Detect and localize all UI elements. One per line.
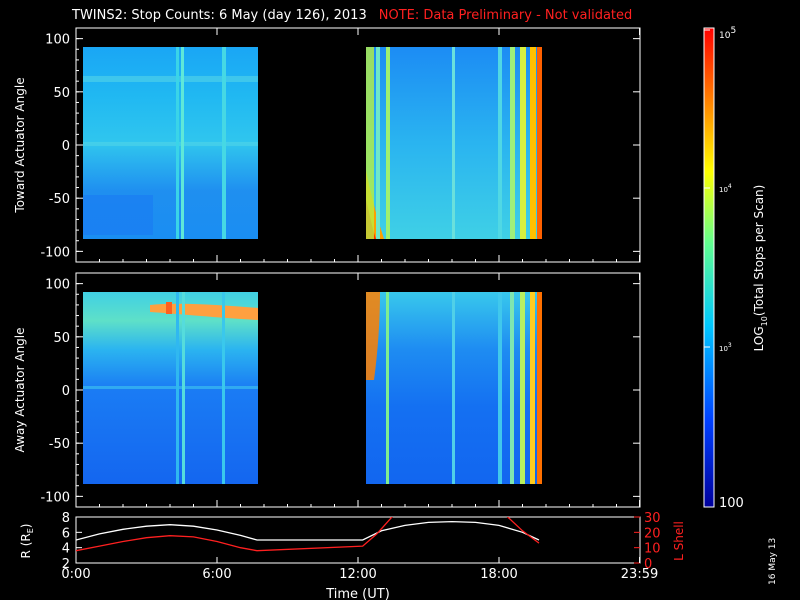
toward-low-region bbox=[83, 195, 153, 235]
toward-ytick-label-2: 0 bbox=[62, 139, 70, 154]
toward-ytick-label-3: -50 bbox=[49, 192, 70, 207]
toward-vline-10 bbox=[520, 47, 526, 239]
away-vline-1 bbox=[176, 292, 179, 484]
toward-vline-5 bbox=[376, 47, 380, 239]
svg-text:105: 105 bbox=[719, 26, 736, 41]
toward-ylabel: Toward Actuator Angle bbox=[13, 77, 27, 213]
colorbar-bottom-label: 100 bbox=[719, 496, 744, 511]
toward-vline-1 bbox=[176, 47, 179, 239]
toward-vline-4 bbox=[366, 47, 374, 239]
orbit-right-tick-label-3: 0 bbox=[644, 557, 652, 572]
toward-ytick-label-1: 50 bbox=[53, 86, 70, 101]
toward-panel: 100 50 0 -50 -100 Toward Actuator Angle bbox=[13, 27, 641, 263]
toward-vline-11 bbox=[530, 47, 536, 239]
away-vline-4 bbox=[386, 292, 389, 484]
away-ytick-label-1: 50 bbox=[53, 331, 70, 346]
toward-stripe-2 bbox=[83, 142, 258, 146]
toward-vline-2 bbox=[181, 47, 184, 239]
orbit-left-tick-label-0: 8 bbox=[62, 511, 70, 526]
x-tick-label-0: 0:00 bbox=[61, 567, 90, 582]
away-vline-3 bbox=[222, 292, 225, 484]
colorbar-low-exp: 3 bbox=[728, 342, 732, 349]
away-vline-5 bbox=[452, 292, 455, 484]
x-axis-label: Time (UT) bbox=[325, 587, 390, 600]
x-tick-label-3: 18:00 bbox=[480, 567, 517, 582]
r-earth-series-line bbox=[76, 520, 540, 541]
chart-title: TWINS2: Stop Counts: 6 May (day 126), 20… bbox=[72, 8, 632, 23]
away-ytick-label-2: 0 bbox=[62, 384, 70, 399]
away-stripe-1 bbox=[83, 386, 258, 389]
away-vline-7 bbox=[510, 292, 514, 484]
toward-stripe-1 bbox=[83, 76, 258, 82]
x-tick-label-2: 12:00 bbox=[339, 567, 376, 582]
toward-vline-3 bbox=[222, 47, 226, 239]
away-ytick-label-3: -50 bbox=[49, 437, 70, 452]
colorbar-tick-top: 105 bbox=[704, 26, 736, 41]
away-panel: 100 50 0 -50 -100 Away Actuator Angle bbox=[13, 272, 641, 508]
orbit-right-tick-label-1: 20 bbox=[644, 526, 661, 541]
away-vline-9 bbox=[530, 292, 535, 484]
svg-text:104: 104 bbox=[719, 183, 732, 194]
away-hot-region bbox=[366, 292, 380, 380]
away-ylabel: Away Actuator Angle bbox=[13, 327, 27, 452]
orbit-left-tick-label-3: 2 bbox=[62, 557, 70, 572]
title-text: TWINS2: Stop Counts: 6 May (day 126), 20… bbox=[72, 8, 367, 23]
toward-ytick-label-4: -100 bbox=[40, 245, 70, 260]
x-tick-label-4: 23:59 bbox=[621, 567, 658, 582]
colorbar-mid-exp: 4 bbox=[728, 183, 732, 190]
orbit-right-label: L Shell bbox=[672, 521, 686, 561]
l-shell-series-line bbox=[76, 517, 540, 552]
orbit-left-tick-label-2: 4 bbox=[62, 542, 70, 557]
plot-datestamp: 16 May 13 bbox=[768, 537, 778, 585]
colorbar-strip bbox=[703, 27, 715, 508]
colorbar-axis-label: LOG10(Total Stops per Scan) bbox=[752, 185, 769, 352]
orbit-right-tick-label-0: 30 bbox=[644, 511, 661, 526]
title-note: NOTE: Data Preliminary - Not validated bbox=[378, 8, 633, 23]
orbit-left-label: R (RE) bbox=[19, 524, 35, 559]
colorbar-mid-base: 10 bbox=[719, 186, 728, 194]
away-vline-2 bbox=[182, 292, 185, 484]
toward-vline-7 bbox=[452, 47, 455, 239]
orbit-left-tick-label-1: 6 bbox=[62, 526, 70, 541]
colorbar-top-base: 10 bbox=[719, 31, 731, 41]
colorbar-low-base: 10 bbox=[719, 345, 728, 353]
colorbar: 105 104 103 100 LOG10(Total Stops per Sc… bbox=[703, 26, 769, 511]
svg-text:103: 103 bbox=[719, 342, 732, 353]
away-hot-spot bbox=[166, 302, 172, 314]
colorbar-tick-low: 103 bbox=[704, 342, 732, 353]
away-vline-8 bbox=[520, 292, 525, 484]
toward-vline-8 bbox=[498, 47, 502, 239]
colorbar-tick-mid: 104 bbox=[704, 183, 732, 194]
x-tick-label-1: 6:00 bbox=[202, 567, 231, 582]
colorbar-top-exp: 5 bbox=[730, 26, 736, 36]
away-vline-6 bbox=[498, 292, 502, 484]
toward-vline-6 bbox=[386, 47, 390, 239]
toward-vline-12 bbox=[537, 47, 542, 239]
toward-ytick-label-0: 100 bbox=[45, 33, 70, 48]
orbit-right-tick-label-2: 10 bbox=[644, 542, 661, 557]
toward-vline-9 bbox=[510, 47, 515, 239]
away-ytick-label-4: -100 bbox=[40, 490, 70, 505]
away-vline-10 bbox=[537, 292, 542, 484]
away-ytick-label-0: 100 bbox=[45, 278, 70, 293]
